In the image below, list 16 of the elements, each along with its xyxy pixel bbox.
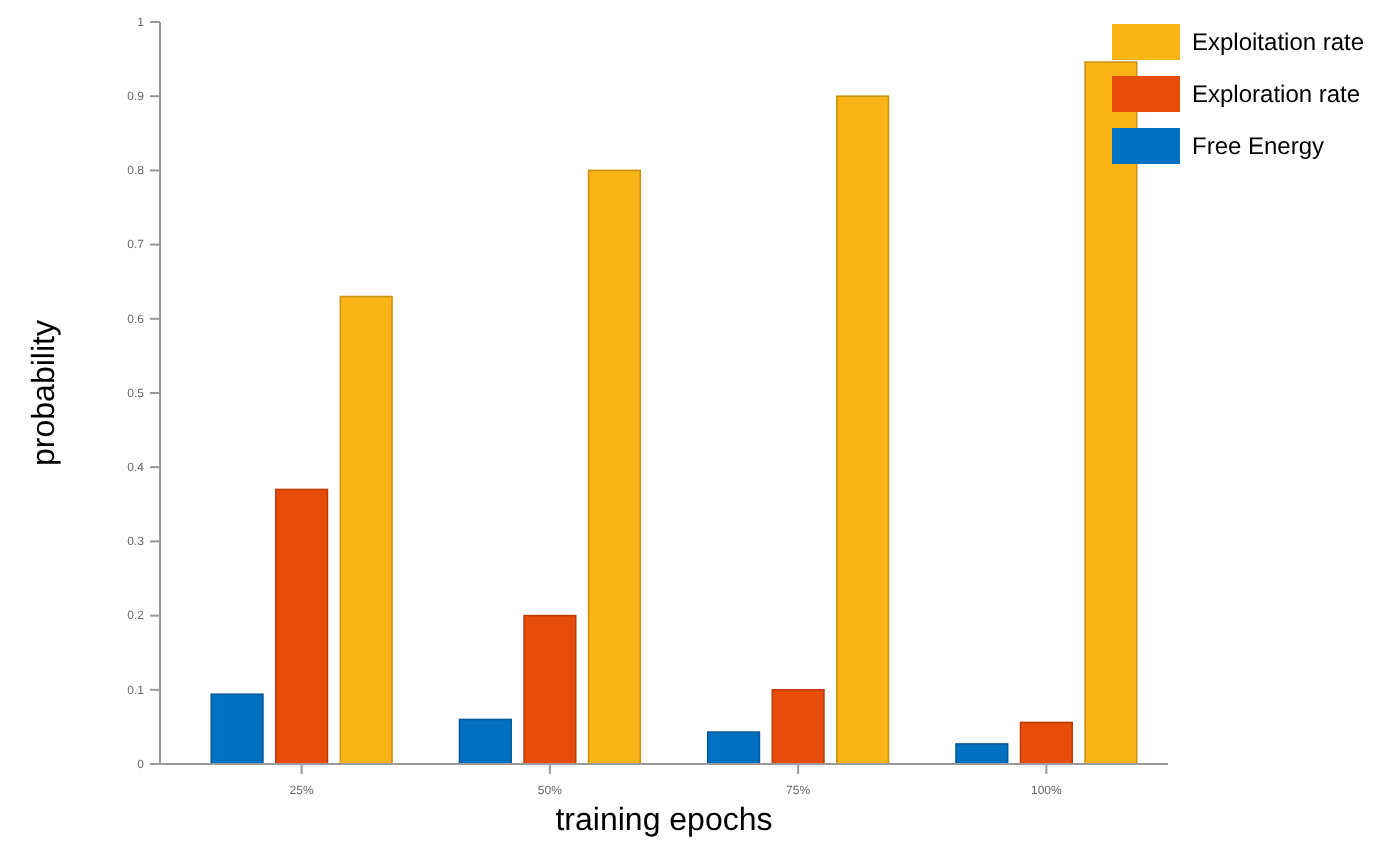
bar (706, 731, 761, 765)
bar (210, 693, 264, 765)
bar (587, 169, 642, 765)
bar (339, 295, 393, 765)
bar (275, 488, 329, 765)
x-axis-title: training epochs (555, 804, 773, 838)
legend-label: Free Energy (1192, 132, 1325, 161)
bar (523, 614, 577, 765)
bar (1019, 721, 1073, 765)
legend-label: Exploitation rate (1192, 28, 1365, 57)
bar (458, 718, 512, 765)
bar (771, 689, 825, 765)
bar (836, 95, 890, 765)
y-axis-title: probability (28, 320, 62, 466)
bar (955, 743, 1009, 765)
legend-label: Exploration rate (1192, 80, 1361, 109)
